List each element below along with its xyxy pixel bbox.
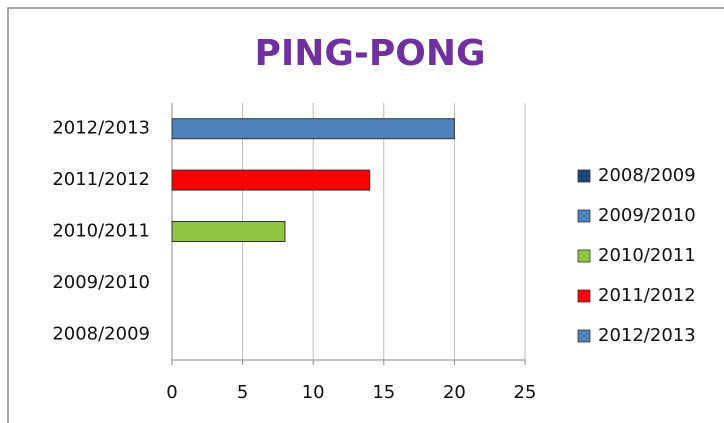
legend-label: 2012/2013 [598,325,696,346]
frame [7,7,724,423]
y-tick-label: 2011/2012 [52,169,150,190]
legend-swatch [577,169,591,183]
y-tick-label: 2009/2010 [52,272,150,293]
x-tick-label: 15 [372,382,395,403]
x-tick-label: 0 [166,382,177,403]
y-tick-label: 2010/2011 [52,221,150,242]
chart-title: PING-PONG [254,33,485,74]
legend-label: 2010/2011 [598,245,696,266]
legend-swatch [577,329,591,343]
y-tick-label: 2008/2009 [52,323,150,344]
legend-label: 2009/2010 [598,205,696,226]
x-tick-label: 10 [302,382,325,403]
bar [171,118,455,140]
bar [171,221,286,242]
y-tick-label: 2012/2013 [52,118,150,139]
legend-swatch [577,289,591,303]
x-tick-label: 25 [514,382,537,403]
bar [171,169,371,191]
legend-label: 2008/2009 [598,165,696,186]
x-tick-label: 20 [443,382,466,403]
legend-swatch [577,209,591,223]
legend-swatch [577,249,591,263]
legend-label: 2011/2012 [598,285,696,306]
x-tick-label: 5 [237,382,248,403]
